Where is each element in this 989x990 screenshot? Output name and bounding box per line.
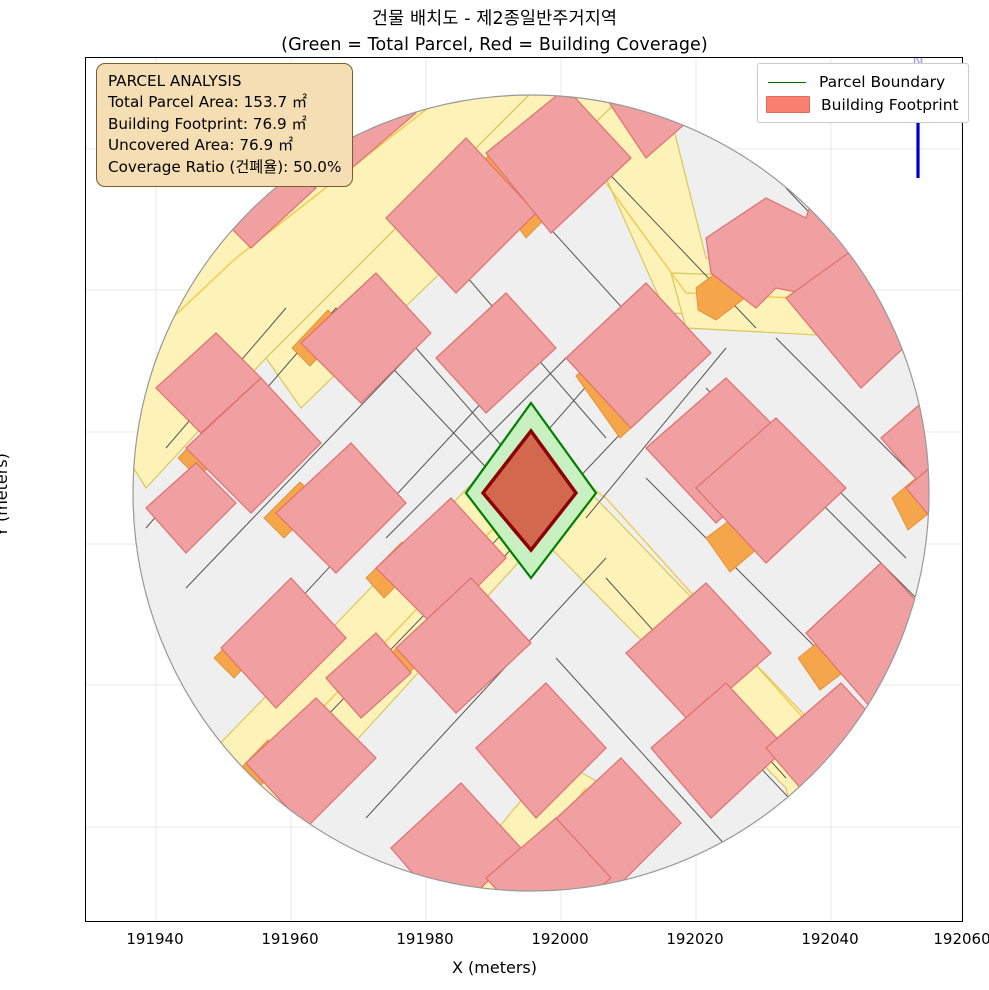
map-content [133, 95, 929, 891]
building-footprint-swatch-icon [766, 96, 810, 113]
x-axis-label: X (meters) [452, 958, 537, 977]
x-tick-label: 191940 [126, 930, 184, 948]
total-parcel-area-text: Total Parcel Area: 153.7 ㎡ [108, 93, 308, 112]
x-tick-label: 192020 [666, 930, 724, 948]
parcel-analysis-box: PARCEL ANALYSIS Total Parcel Area: 153.7… [96, 63, 354, 188]
subject-building-polygon [480, 428, 579, 553]
coverage-ratio-text: Coverage Ratio (건폐율): 50.0% [108, 157, 342, 176]
x-tick-label: 192000 [531, 930, 589, 948]
legend-label: Building Footprint [821, 95, 959, 114]
title-line-2: (Green = Total Parcel, Red = Building Co… [281, 35, 708, 55]
y-axis-label: Y (meters) [0, 453, 11, 537]
uncovered-area-text: Uncovered Area: 76.9 ㎡ [108, 136, 294, 155]
legend-item-building-footprint: Building Footprint [766, 93, 959, 116]
x-tick-label: 191980 [396, 930, 454, 948]
title-line-1: 건물 배치도 - 제2종일반주거지역 [371, 9, 618, 29]
cadastral-map-svg [86, 58, 962, 921]
x-tick-label: 192060 [933, 930, 989, 948]
x-tick-label: 191960 [261, 930, 319, 948]
legend-item-parcel-boundary: Parcel Boundary [766, 70, 959, 93]
map-clip-boundary [132, 94, 930, 892]
x-tick-label: 192040 [801, 930, 859, 948]
legend-label: Parcel Boundary [819, 72, 946, 91]
parcel-boundary-swatch-icon [766, 73, 808, 91]
map-plot-area: N [85, 57, 963, 922]
page-title: 건물 배치도 - 제2종일반주거지역 (Green = Total Parcel… [0, 6, 989, 58]
building-footprint-text: Building Footprint: 76.9 ㎡ [108, 114, 307, 133]
parcel-analysis-heading: PARCEL ANALYSIS [108, 72, 242, 90]
map-legend: Parcel Boundary Building Footprint [757, 63, 969, 123]
